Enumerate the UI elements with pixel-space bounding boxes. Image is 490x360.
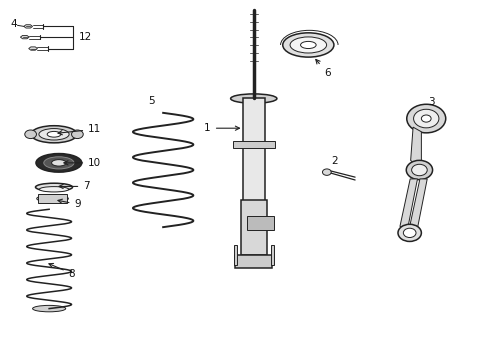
Ellipse shape: [36, 154, 82, 172]
Circle shape: [398, 224, 421, 242]
Polygon shape: [29, 47, 37, 50]
Bar: [235, 255, 272, 267]
Ellipse shape: [47, 131, 61, 137]
Ellipse shape: [37, 195, 69, 202]
Bar: [38, 194, 67, 203]
Circle shape: [25, 130, 36, 139]
Circle shape: [406, 160, 433, 180]
Bar: [243, 98, 265, 202]
Ellipse shape: [31, 126, 77, 143]
Text: 4: 4: [10, 19, 17, 29]
Text: 11: 11: [58, 124, 101, 135]
Ellipse shape: [283, 33, 334, 57]
Text: 10: 10: [64, 158, 101, 168]
Polygon shape: [24, 25, 32, 28]
Ellipse shape: [32, 305, 66, 312]
Circle shape: [322, 169, 331, 175]
Text: 9: 9: [58, 199, 81, 209]
Text: 1: 1: [204, 123, 240, 133]
Text: 6: 6: [316, 59, 331, 78]
Ellipse shape: [51, 159, 66, 166]
Bar: [271, 246, 274, 265]
Polygon shape: [410, 179, 427, 228]
Text: 7: 7: [59, 181, 90, 192]
Ellipse shape: [35, 183, 73, 191]
Bar: [234, 246, 237, 265]
Bar: [247, 216, 274, 230]
Text: 8: 8: [49, 264, 75, 279]
Text: 5: 5: [148, 96, 155, 106]
Circle shape: [407, 104, 446, 133]
Text: 2: 2: [332, 156, 339, 166]
Circle shape: [414, 109, 439, 128]
Circle shape: [412, 164, 427, 176]
Polygon shape: [400, 179, 417, 228]
Bar: [233, 141, 275, 148]
Ellipse shape: [290, 37, 327, 53]
Ellipse shape: [39, 129, 69, 140]
Polygon shape: [21, 35, 29, 39]
Ellipse shape: [39, 186, 69, 192]
Ellipse shape: [231, 94, 277, 103]
Text: 12: 12: [78, 32, 92, 42]
Bar: [241, 200, 267, 255]
Polygon shape: [411, 127, 421, 166]
Ellipse shape: [44, 157, 74, 169]
Circle shape: [421, 115, 431, 122]
Ellipse shape: [300, 41, 316, 49]
Circle shape: [403, 228, 416, 238]
Text: 3: 3: [428, 97, 434, 107]
Circle shape: [72, 130, 83, 139]
